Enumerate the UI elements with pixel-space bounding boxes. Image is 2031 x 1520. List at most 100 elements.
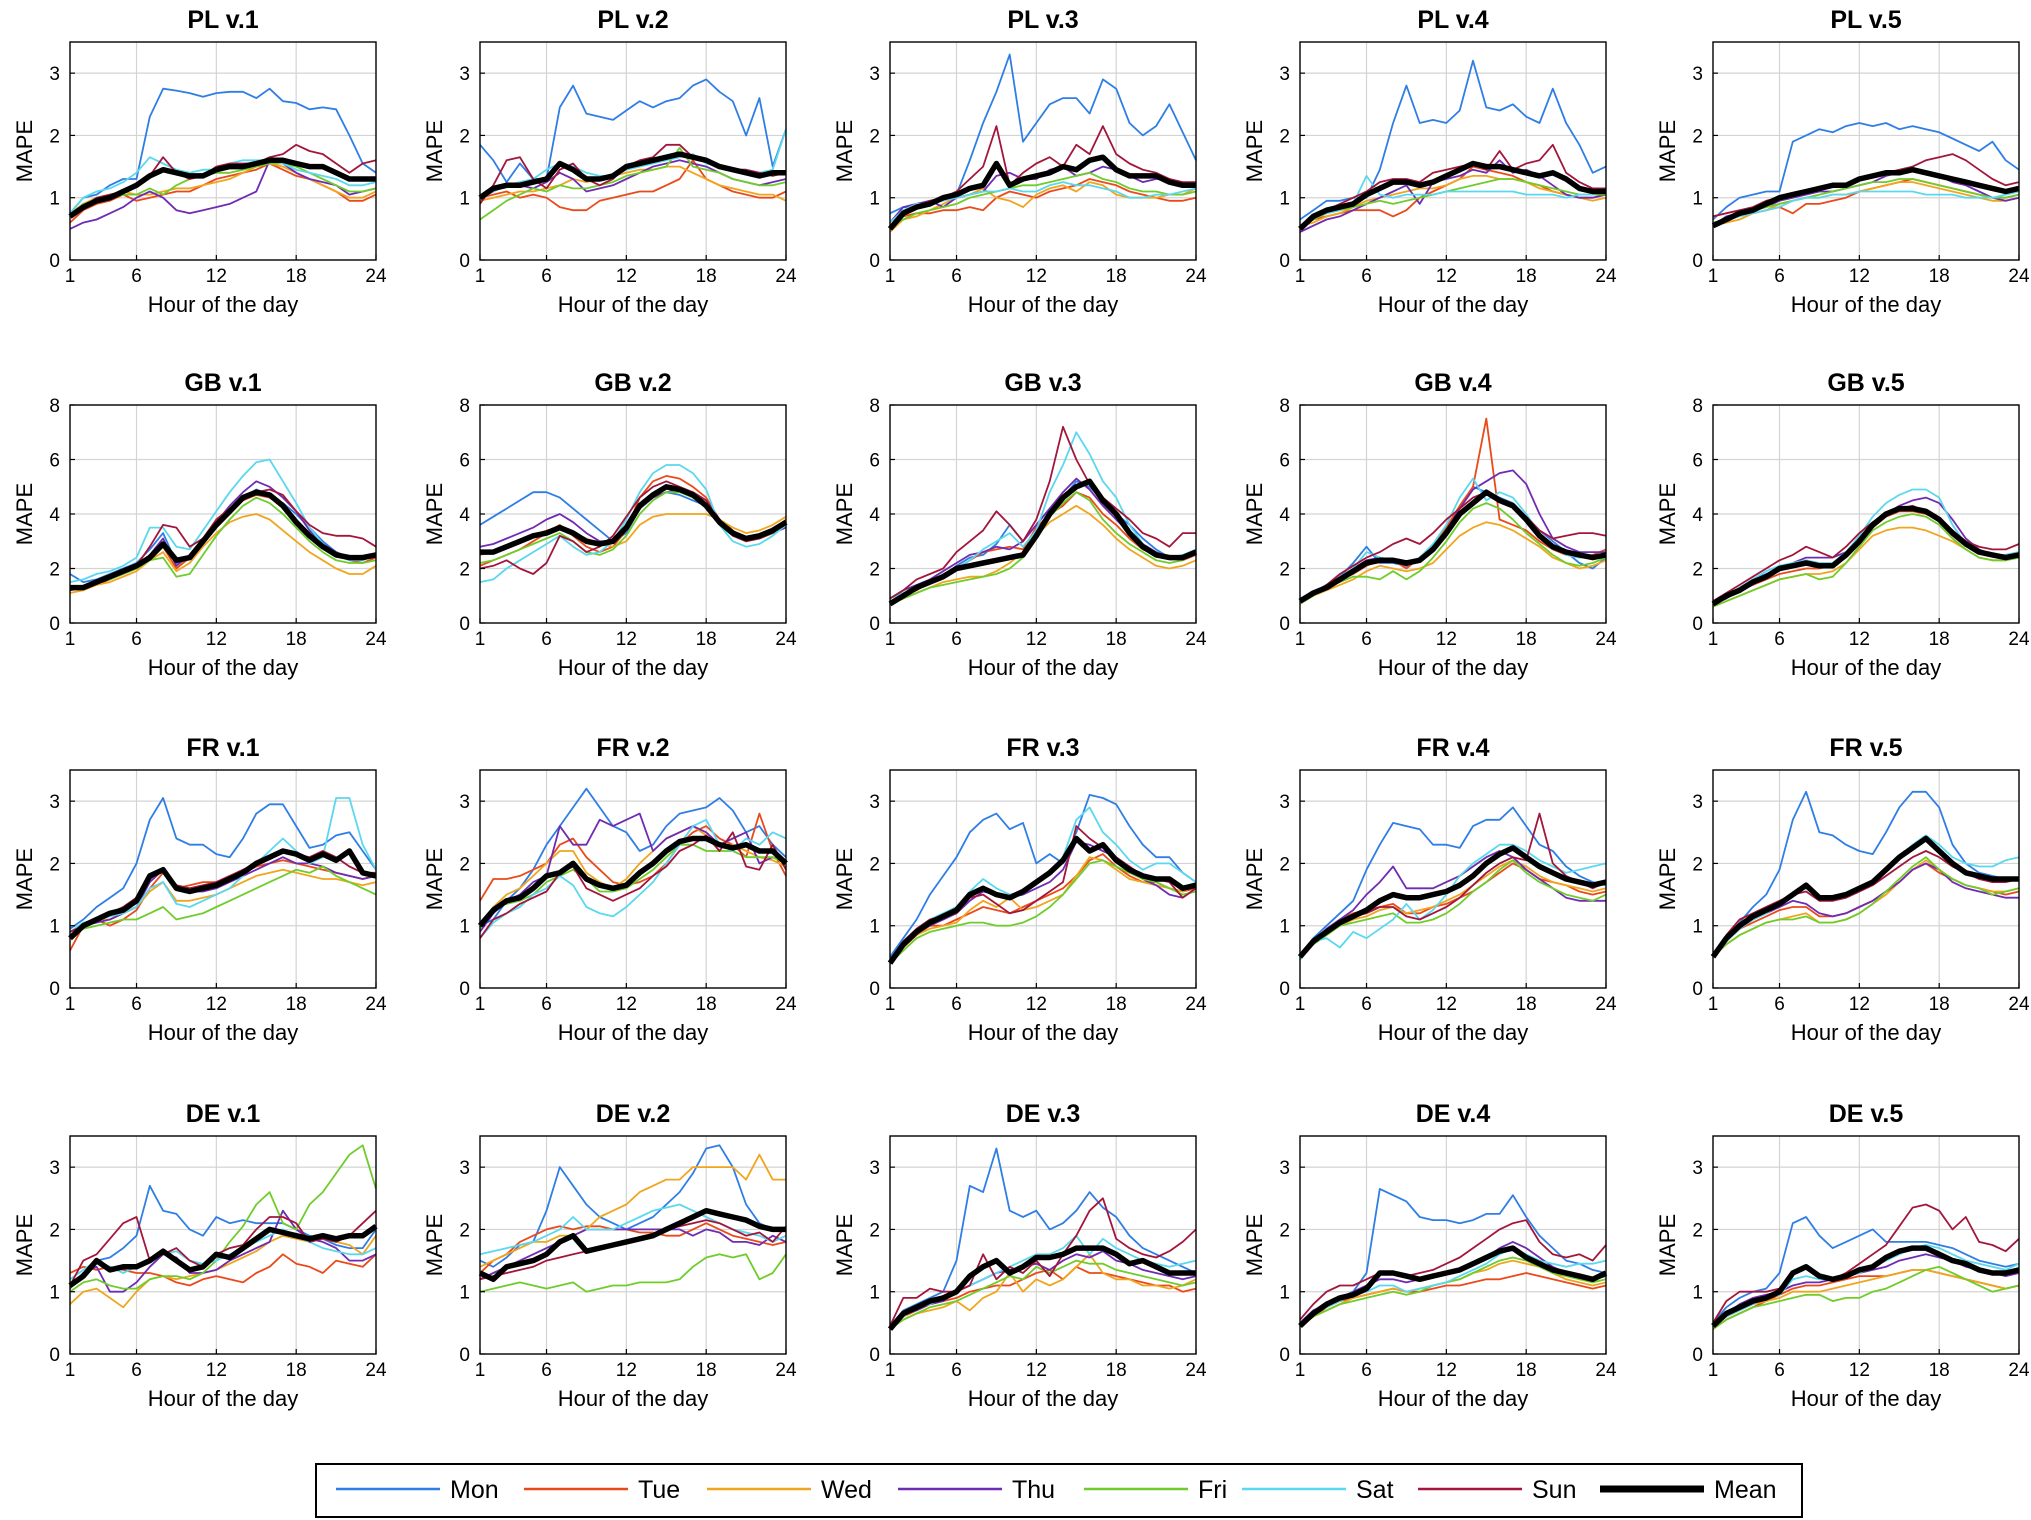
x-tick-label: 24 bbox=[1185, 1360, 1207, 1381]
y-tick-label: 0 bbox=[49, 614, 60, 635]
axes-frame bbox=[69, 1135, 377, 1355]
x-axis-label: Hour of the day bbox=[558, 655, 708, 680]
y-tick-label: 0 bbox=[459, 614, 470, 635]
y-axis-label: MAPE bbox=[422, 120, 447, 182]
x-tick-label: 12 bbox=[1436, 629, 1457, 650]
x-tick-label: 1 bbox=[65, 1360, 76, 1381]
y-axis-label: MAPE bbox=[422, 1214, 447, 1276]
axes-frame bbox=[889, 41, 1197, 261]
series-line-fri bbox=[479, 146, 787, 221]
series-line-thu bbox=[69, 159, 377, 230]
y-tick-label: 1 bbox=[1692, 189, 1703, 210]
x-tick-label: 6 bbox=[541, 994, 552, 1015]
series-line-sat bbox=[1712, 834, 2020, 958]
series-line-sun bbox=[1299, 1219, 1607, 1321]
axes-frame bbox=[889, 769, 1197, 989]
series-line-mon bbox=[1712, 790, 2019, 958]
legend-label-sun: Sun bbox=[1532, 1476, 1576, 1504]
y-tick-label: 2 bbox=[1279, 1220, 1290, 1241]
series-line-wed bbox=[1299, 859, 1607, 958]
series-line-wed bbox=[479, 165, 787, 202]
series-line-mon bbox=[1712, 122, 2020, 221]
series-line-mean bbox=[1297, 845, 1607, 959]
x-tick-label: 18 bbox=[696, 629, 717, 650]
x-tick-label: 24 bbox=[2008, 1360, 2030, 1381]
series-line-sun bbox=[889, 425, 1196, 600]
y-tick-label: 3 bbox=[459, 792, 470, 813]
panel-title: FR v.4 bbox=[1416, 734, 1489, 762]
x-tick-label: 1 bbox=[65, 266, 76, 287]
axes-frame bbox=[1299, 41, 1607, 261]
y-tick-label: 1 bbox=[869, 917, 880, 938]
axes-frame bbox=[1712, 41, 2020, 261]
series-line-wed bbox=[69, 1234, 377, 1309]
panel-title: DE v.1 bbox=[186, 1100, 261, 1128]
x-tick-label: 12 bbox=[206, 994, 227, 1015]
series-line-mean bbox=[70, 489, 377, 591]
x-tick-label: 12 bbox=[1436, 266, 1457, 287]
y-tick-label: 0 bbox=[869, 1345, 880, 1366]
panel-title: FR v.3 bbox=[1006, 734, 1079, 762]
y-tick-label: 3 bbox=[869, 64, 880, 85]
series-line-fri bbox=[889, 1259, 1197, 1330]
y-tick-label: 8 bbox=[869, 396, 880, 417]
legend: Mon Tue Wed Thu Fri Sat Sun Mean bbox=[315, 1463, 1803, 1518]
x-axis-label: Hour of the day bbox=[1378, 292, 1528, 317]
series-line-mean bbox=[68, 157, 376, 219]
x-tick-label: 1 bbox=[1708, 266, 1719, 287]
series-line-tue bbox=[479, 812, 787, 902]
x-axis-label: Hour of the day bbox=[558, 1386, 708, 1411]
series-line-fri bbox=[1299, 859, 1607, 958]
x-tick-label: 12 bbox=[1026, 266, 1047, 287]
series-line-thu bbox=[479, 1228, 787, 1281]
x-tick-label: 1 bbox=[1295, 1360, 1306, 1381]
y-axis-label: MAPE bbox=[1242, 483, 1267, 545]
x-tick-label: 6 bbox=[1774, 629, 1785, 650]
x-axis-label: Hour of the day bbox=[148, 292, 298, 317]
x-axis-label: Hour of the day bbox=[148, 1386, 298, 1411]
x-tick-label: 12 bbox=[1436, 994, 1457, 1015]
y-tick-label: 0 bbox=[1692, 251, 1703, 272]
x-tick-label: 12 bbox=[616, 994, 637, 1015]
x-tick-label: 24 bbox=[2008, 266, 2030, 287]
series-line-wed bbox=[1299, 521, 1607, 603]
series-line-mon bbox=[69, 87, 377, 214]
y-axis-label: MAPE bbox=[1242, 120, 1267, 182]
y-tick-label: 8 bbox=[1692, 396, 1703, 417]
y-tick-label: 6 bbox=[459, 451, 470, 472]
y-tick-label: 3 bbox=[459, 64, 470, 85]
x-tick-label: 18 bbox=[1106, 266, 1127, 287]
y-tick-label: 0 bbox=[869, 614, 880, 635]
series-line-fri bbox=[479, 843, 787, 930]
series-line-wed bbox=[889, 856, 1197, 961]
y-tick-label: 2 bbox=[459, 126, 470, 147]
series-line-tue bbox=[479, 1222, 787, 1274]
y-tick-label: 2 bbox=[869, 1220, 880, 1241]
y-axis-label: MAPE bbox=[12, 1214, 37, 1276]
y-tick-label: 1 bbox=[459, 1283, 470, 1304]
series-line-sat bbox=[69, 797, 377, 933]
y-axis-label: MAPE bbox=[422, 848, 447, 910]
series-line-fri bbox=[889, 859, 1197, 964]
x-tick-label: 12 bbox=[206, 266, 227, 287]
series-line-fri bbox=[1712, 1265, 2020, 1330]
series-line-sat bbox=[1712, 190, 2020, 227]
panel-title: PL v.2 bbox=[597, 6, 668, 34]
y-tick-label: 1 bbox=[1279, 189, 1290, 210]
y-tick-label: 2 bbox=[1279, 854, 1290, 875]
x-tick-label: 1 bbox=[475, 266, 486, 287]
y-tick-label: 0 bbox=[1279, 1345, 1290, 1366]
x-tick-label: 6 bbox=[541, 266, 552, 287]
y-tick-label: 1 bbox=[1279, 1283, 1290, 1304]
y-tick-label: 6 bbox=[1279, 451, 1290, 472]
y-tick-label: 8 bbox=[1279, 396, 1290, 417]
x-tick-label: 24 bbox=[1595, 629, 1617, 650]
y-tick-label: 3 bbox=[1279, 64, 1290, 85]
y-tick-label: 3 bbox=[1692, 1158, 1703, 1179]
